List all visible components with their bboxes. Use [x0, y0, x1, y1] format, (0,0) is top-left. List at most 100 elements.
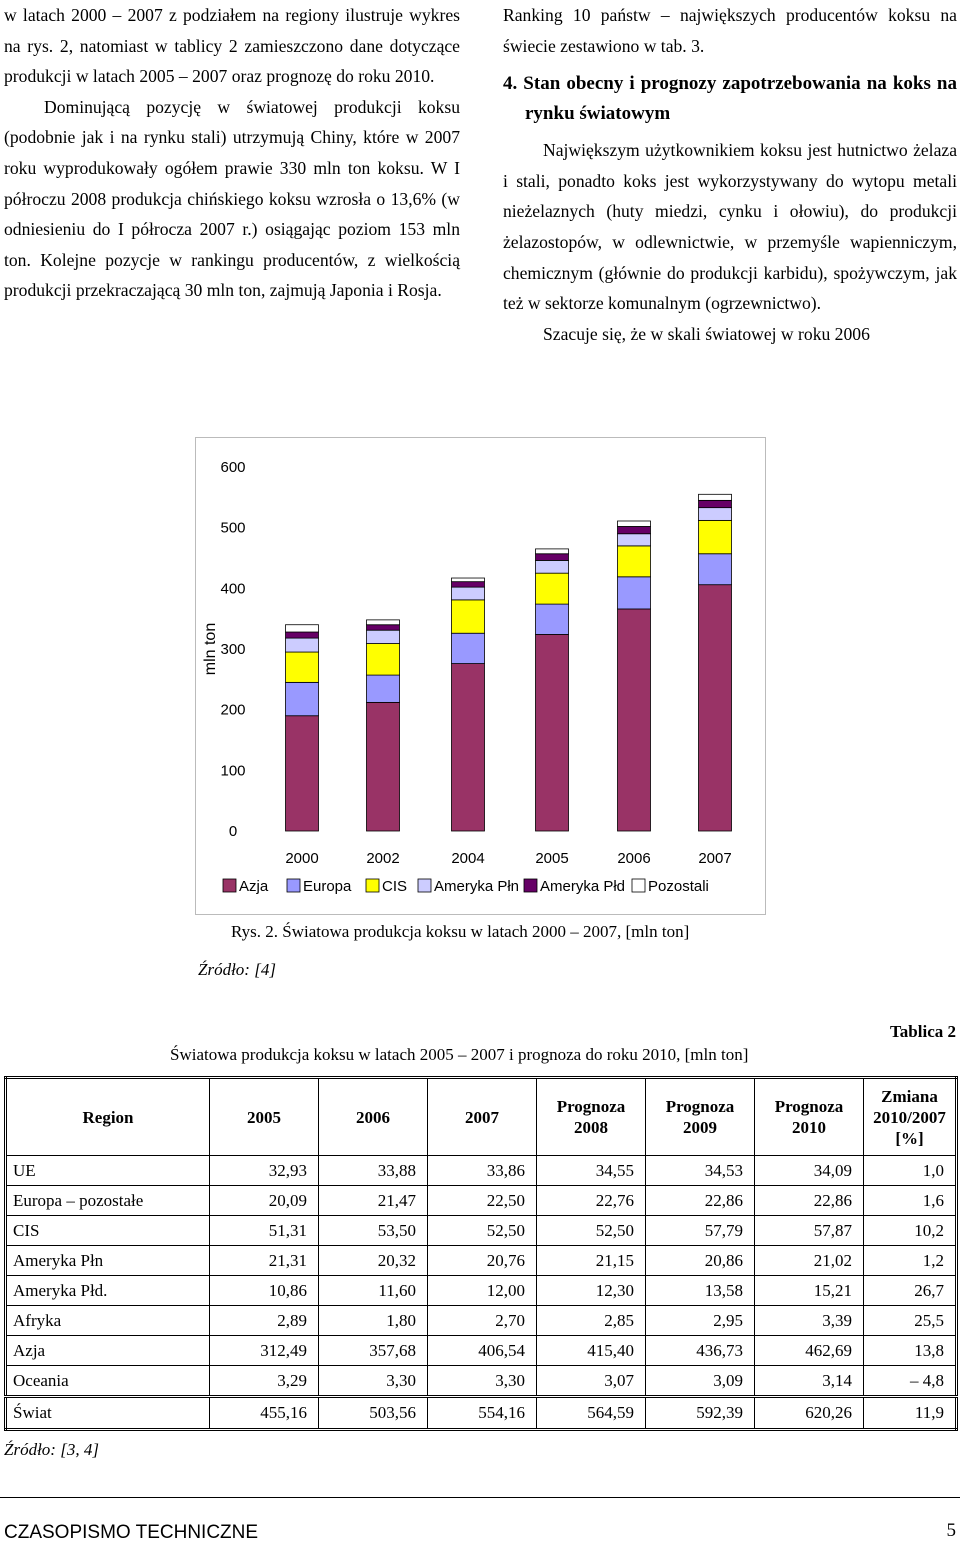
- value-cell: 10,2: [863, 1215, 957, 1246]
- value-cell: 22,86: [645, 1185, 755, 1216]
- bar-segment-ameryka-płd: [535, 553, 569, 561]
- column-header: Prognoza 2010: [754, 1077, 864, 1156]
- paragraph: Dominującą pozycję w światowej produkcji…: [4, 96, 460, 301]
- value-cell: 21,15: [536, 1245, 646, 1276]
- table-row: Azja 312,49 357,68 406,54 415,40 436,73 462,69…: [5, 1335, 957, 1366]
- value-cell: 51,31: [209, 1215, 319, 1246]
- value-cell: 34,09: [754, 1155, 864, 1186]
- bar-segment-ameryka-płd: [617, 526, 651, 535]
- value-cell: 34,53: [645, 1155, 755, 1186]
- region-cell: CIS: [5, 1215, 210, 1246]
- bar-segment-pozostali: [366, 619, 400, 626]
- data-table: Region 2005 2006 2007 Prognoza 2008 Prog…: [4, 1076, 958, 1431]
- column-header: Zmiana 2010/2007 [%]: [863, 1077, 957, 1156]
- value-cell: 11,60: [318, 1275, 428, 1306]
- table-row: Ameryka Płn 21,31 20,32 20,76 21,15 20,86 21,0…: [5, 1245, 957, 1276]
- value-cell: 1,6: [863, 1185, 957, 1216]
- value-cell: 10,86: [209, 1275, 319, 1306]
- value-cell: 2,95: [645, 1305, 755, 1336]
- legend-label: Europa: [303, 878, 352, 895]
- column-header: 2007: [427, 1077, 537, 1156]
- stacked-bar-chart: 0 100 200 300 400 500 600 mln ton 2000 2002 2004 20…: [202, 459, 732, 895]
- value-cell: 455,16: [209, 1395, 319, 1430]
- column-header: 2005: [209, 1077, 319, 1156]
- legend-swatch: [365, 878, 380, 893]
- value-cell: 406,54: [427, 1335, 537, 1366]
- value-cell: 3,07: [536, 1365, 646, 1397]
- bar-segment-ameryka-płn: [617, 533, 651, 547]
- value-cell: 13,58: [645, 1275, 755, 1306]
- legend-label: CIS: [382, 878, 407, 895]
- table-row: Oceania 3,29 3,30 3,30 3,07 3,09 3,14– 4,8: [5, 1365, 957, 1397]
- bar-segment-ameryka-płd: [366, 624, 400, 631]
- table-row: CIS 51,31 53,50 52,50 52,50 57,79 57,87 10,2: [5, 1215, 957, 1246]
- value-cell: 3,30: [318, 1365, 428, 1397]
- value-cell: 12,00: [427, 1275, 537, 1306]
- legend-swatch: [417, 878, 432, 893]
- bar-segment-azja: [451, 663, 485, 832]
- table-label: Tablica 2: [890, 1022, 956, 1041]
- region-cell: Europa – pozostałe: [5, 1185, 210, 1216]
- y-tick-label: 200: [220, 702, 245, 719]
- value-cell: 20,76: [427, 1245, 537, 1276]
- column-header: Prognoza 2009: [645, 1077, 755, 1156]
- x-tick-label: 2007: [698, 850, 731, 867]
- x-tick-label: 2004: [451, 850, 484, 867]
- y-tick-label: 100: [220, 762, 245, 779]
- legend-label: Ameryka Płn: [434, 878, 519, 895]
- footer-divider: [0, 1497, 960, 1498]
- y-tick-label: 300: [220, 641, 245, 658]
- value-cell: 2,89: [209, 1305, 319, 1336]
- value-cell: 22,86: [754, 1185, 864, 1216]
- table-header-row: Region 2005 2006 2007 Prognoza 2008 Prog…: [5, 1077, 957, 1156]
- value-cell: 436,73: [645, 1335, 755, 1366]
- value-cell: 312,49: [209, 1335, 319, 1366]
- y-tick-label: 400: [220, 580, 245, 597]
- value-cell: 20,86: [645, 1245, 755, 1276]
- table-row: UE 32,93 33,88 33,86 34,55 34,53 34,09 1,0: [5, 1155, 957, 1186]
- bar-segment-europa: [285, 681, 319, 717]
- value-cell: 415,40: [536, 1335, 646, 1366]
- column-header: Prognoza 2008: [536, 1077, 646, 1156]
- table-row: Europa – pozostałe 20,09 21,47 22,50 22,76 22…: [5, 1185, 957, 1216]
- value-cell: 15,21: [754, 1275, 864, 1306]
- region-cell: Ameryka Płn: [5, 1245, 210, 1276]
- value-cell: 52,50: [427, 1215, 537, 1246]
- region-cell: Ameryka Płd.: [5, 1275, 210, 1306]
- bar-segment-pozostali: [535, 548, 569, 555]
- bar-segment-pozostali: [285, 624, 319, 633]
- value-cell: 33,86: [427, 1155, 537, 1186]
- y-tick-label: 600: [220, 459, 245, 476]
- bar-segment-cis: [451, 599, 485, 634]
- bar-segment-ameryka-płd: [285, 631, 319, 639]
- bar-segment-ameryka-płn: [698, 507, 732, 521]
- bar-segment-cis: [366, 643, 400, 676]
- value-cell: 2,70: [427, 1305, 537, 1336]
- bar-segment-ameryka-płn: [451, 586, 485, 601]
- value-cell: 33,88: [318, 1155, 428, 1186]
- value-cell: 554,16: [427, 1395, 537, 1430]
- chart-frame: [195, 437, 766, 915]
- value-cell: 13,8: [863, 1335, 957, 1366]
- value-cell: 20,32: [318, 1245, 428, 1276]
- figure-source: Źródło: [4]: [198, 960, 276, 979]
- value-cell: 620,26: [754, 1395, 864, 1430]
- bar-segment-europa: [535, 603, 569, 635]
- bar-segment-cis: [285, 651, 319, 683]
- value-cell: 21,31: [209, 1245, 319, 1276]
- value-cell: 503,56: [318, 1395, 428, 1430]
- value-cell: 52,50: [536, 1215, 646, 1246]
- bar-segment-pozostali: [698, 493, 732, 501]
- table-source: Źródło: [3, 4]: [4, 1440, 99, 1459]
- paragraph: Szacuje się, że w skali światowej w roku…: [543, 323, 870, 344]
- value-cell: 3,14: [754, 1365, 864, 1397]
- paragraph: Największym użytkownikiem koksu jest hut…: [503, 140, 957, 314]
- value-cell: 1,0: [863, 1155, 957, 1186]
- column-header: 2006: [318, 1077, 428, 1156]
- bar-segment-cis: [698, 519, 732, 555]
- x-tick-label: 2005: [535, 850, 568, 867]
- bar-segment-europa: [698, 553, 732, 586]
- bar-segment-azja: [698, 584, 732, 832]
- value-cell: 462,69: [754, 1335, 864, 1366]
- value-cell: 3,30: [427, 1365, 537, 1397]
